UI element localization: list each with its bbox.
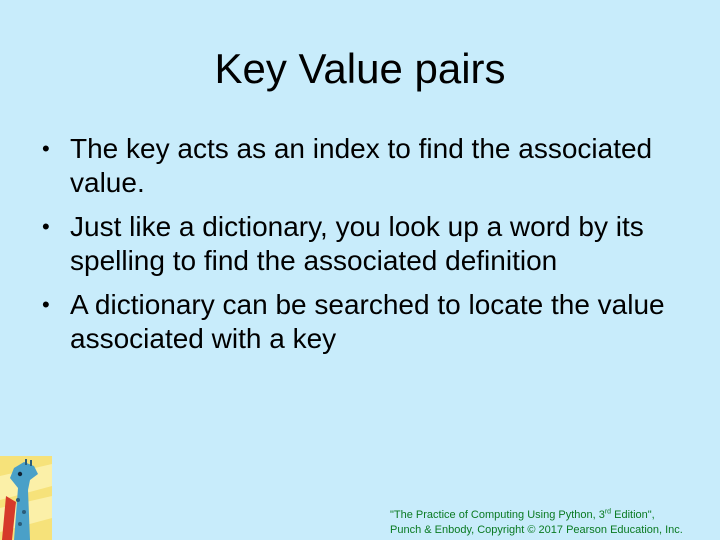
bullet-text: A dictionary can be searched to locate t… (70, 289, 665, 354)
bullet-item: • Just like a dictionary, you look up a … (42, 210, 692, 278)
slide-title: Key Value pairs (214, 45, 506, 92)
bullet-list: • The key acts as an index to find the a… (42, 132, 692, 366)
footer-line-1: "The Practice of Computing Using Python,… (390, 508, 655, 521)
bullet-icon: • (42, 292, 50, 317)
footer-line-2: Punch & Enbody, Copyright © 2017 Pearson… (390, 524, 683, 536)
bullet-item: • A dictionary can be searched to locate… (42, 288, 692, 356)
giraffe-logo-icon (0, 456, 52, 540)
bullet-text: Just like a dictionary, you look up a wo… (70, 211, 644, 276)
bullet-icon: • (42, 136, 50, 161)
bullet-icon: • (42, 214, 50, 239)
copyright-footer: "The Practice of Computing Using Python,… (390, 508, 715, 538)
bullet-text: The key acts as an index to find the ass… (70, 133, 653, 198)
bullet-item: • The key acts as an index to find the a… (42, 132, 692, 200)
